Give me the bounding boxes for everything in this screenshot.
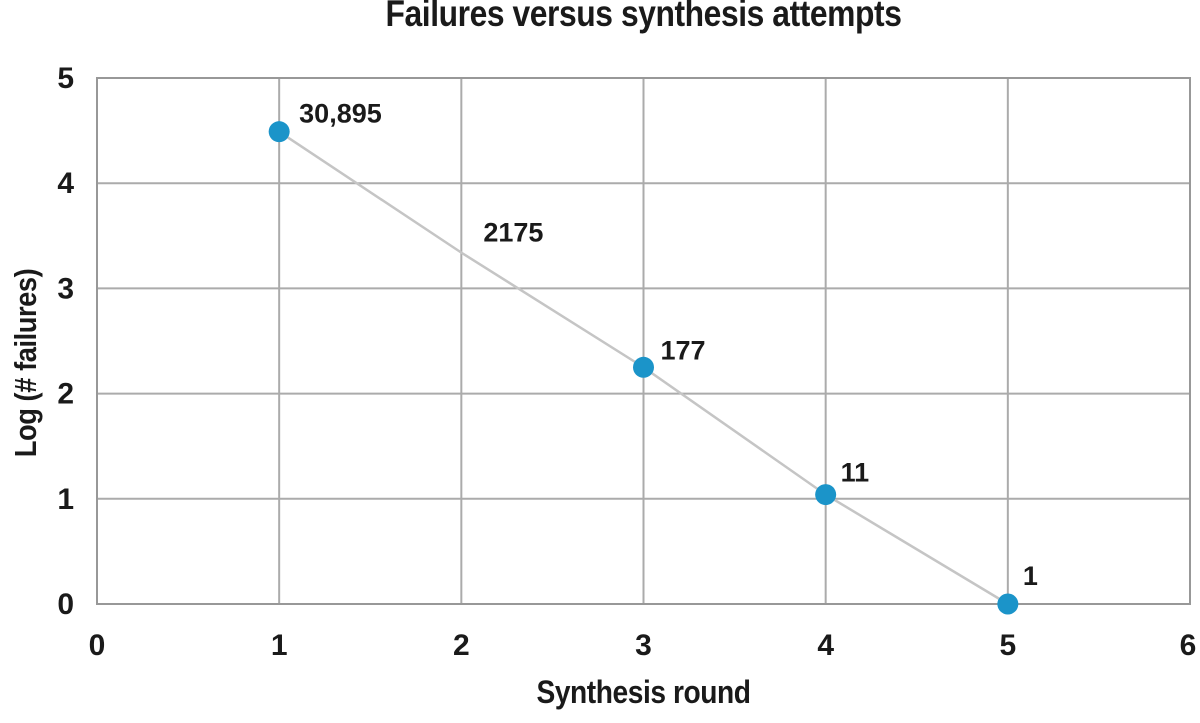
y-tick-label: 2 xyxy=(57,378,74,411)
chart-title: Failures versus synthesis attempts xyxy=(385,0,902,34)
data-point-label: 11 xyxy=(841,458,870,488)
data-point-label: 177 xyxy=(661,335,706,365)
x-tick-label: 6 xyxy=(1180,629,1197,662)
x-axis-title: Synthesis round xyxy=(536,674,751,710)
x-tick-label: 2 xyxy=(453,629,470,662)
data-point-marker xyxy=(268,121,290,143)
y-tick-label: 0 xyxy=(57,588,74,621)
y-tick-label: 5 xyxy=(57,62,74,95)
x-tick-label: 5 xyxy=(999,629,1016,662)
data-point-label: 30,895 xyxy=(299,99,382,129)
y-axis-title: Log (# failures) xyxy=(8,268,43,458)
y-tick-label: 4 xyxy=(57,167,74,200)
plot-frame xyxy=(96,77,1191,605)
y-tick-label: 1 xyxy=(57,483,74,516)
x-tick-label: 0 xyxy=(89,629,106,662)
x-tick-label: 1 xyxy=(271,629,288,662)
y-tick-label: 3 xyxy=(57,272,74,305)
data-point-marker xyxy=(633,356,654,378)
data-point-marker xyxy=(815,484,837,506)
x-tick-label: 3 xyxy=(635,629,652,662)
x-tick-label: 4 xyxy=(817,629,834,662)
data-point-label: 1 xyxy=(1023,561,1038,591)
data-point-label: 2175 xyxy=(483,218,543,248)
data-point-marker xyxy=(997,593,1019,615)
